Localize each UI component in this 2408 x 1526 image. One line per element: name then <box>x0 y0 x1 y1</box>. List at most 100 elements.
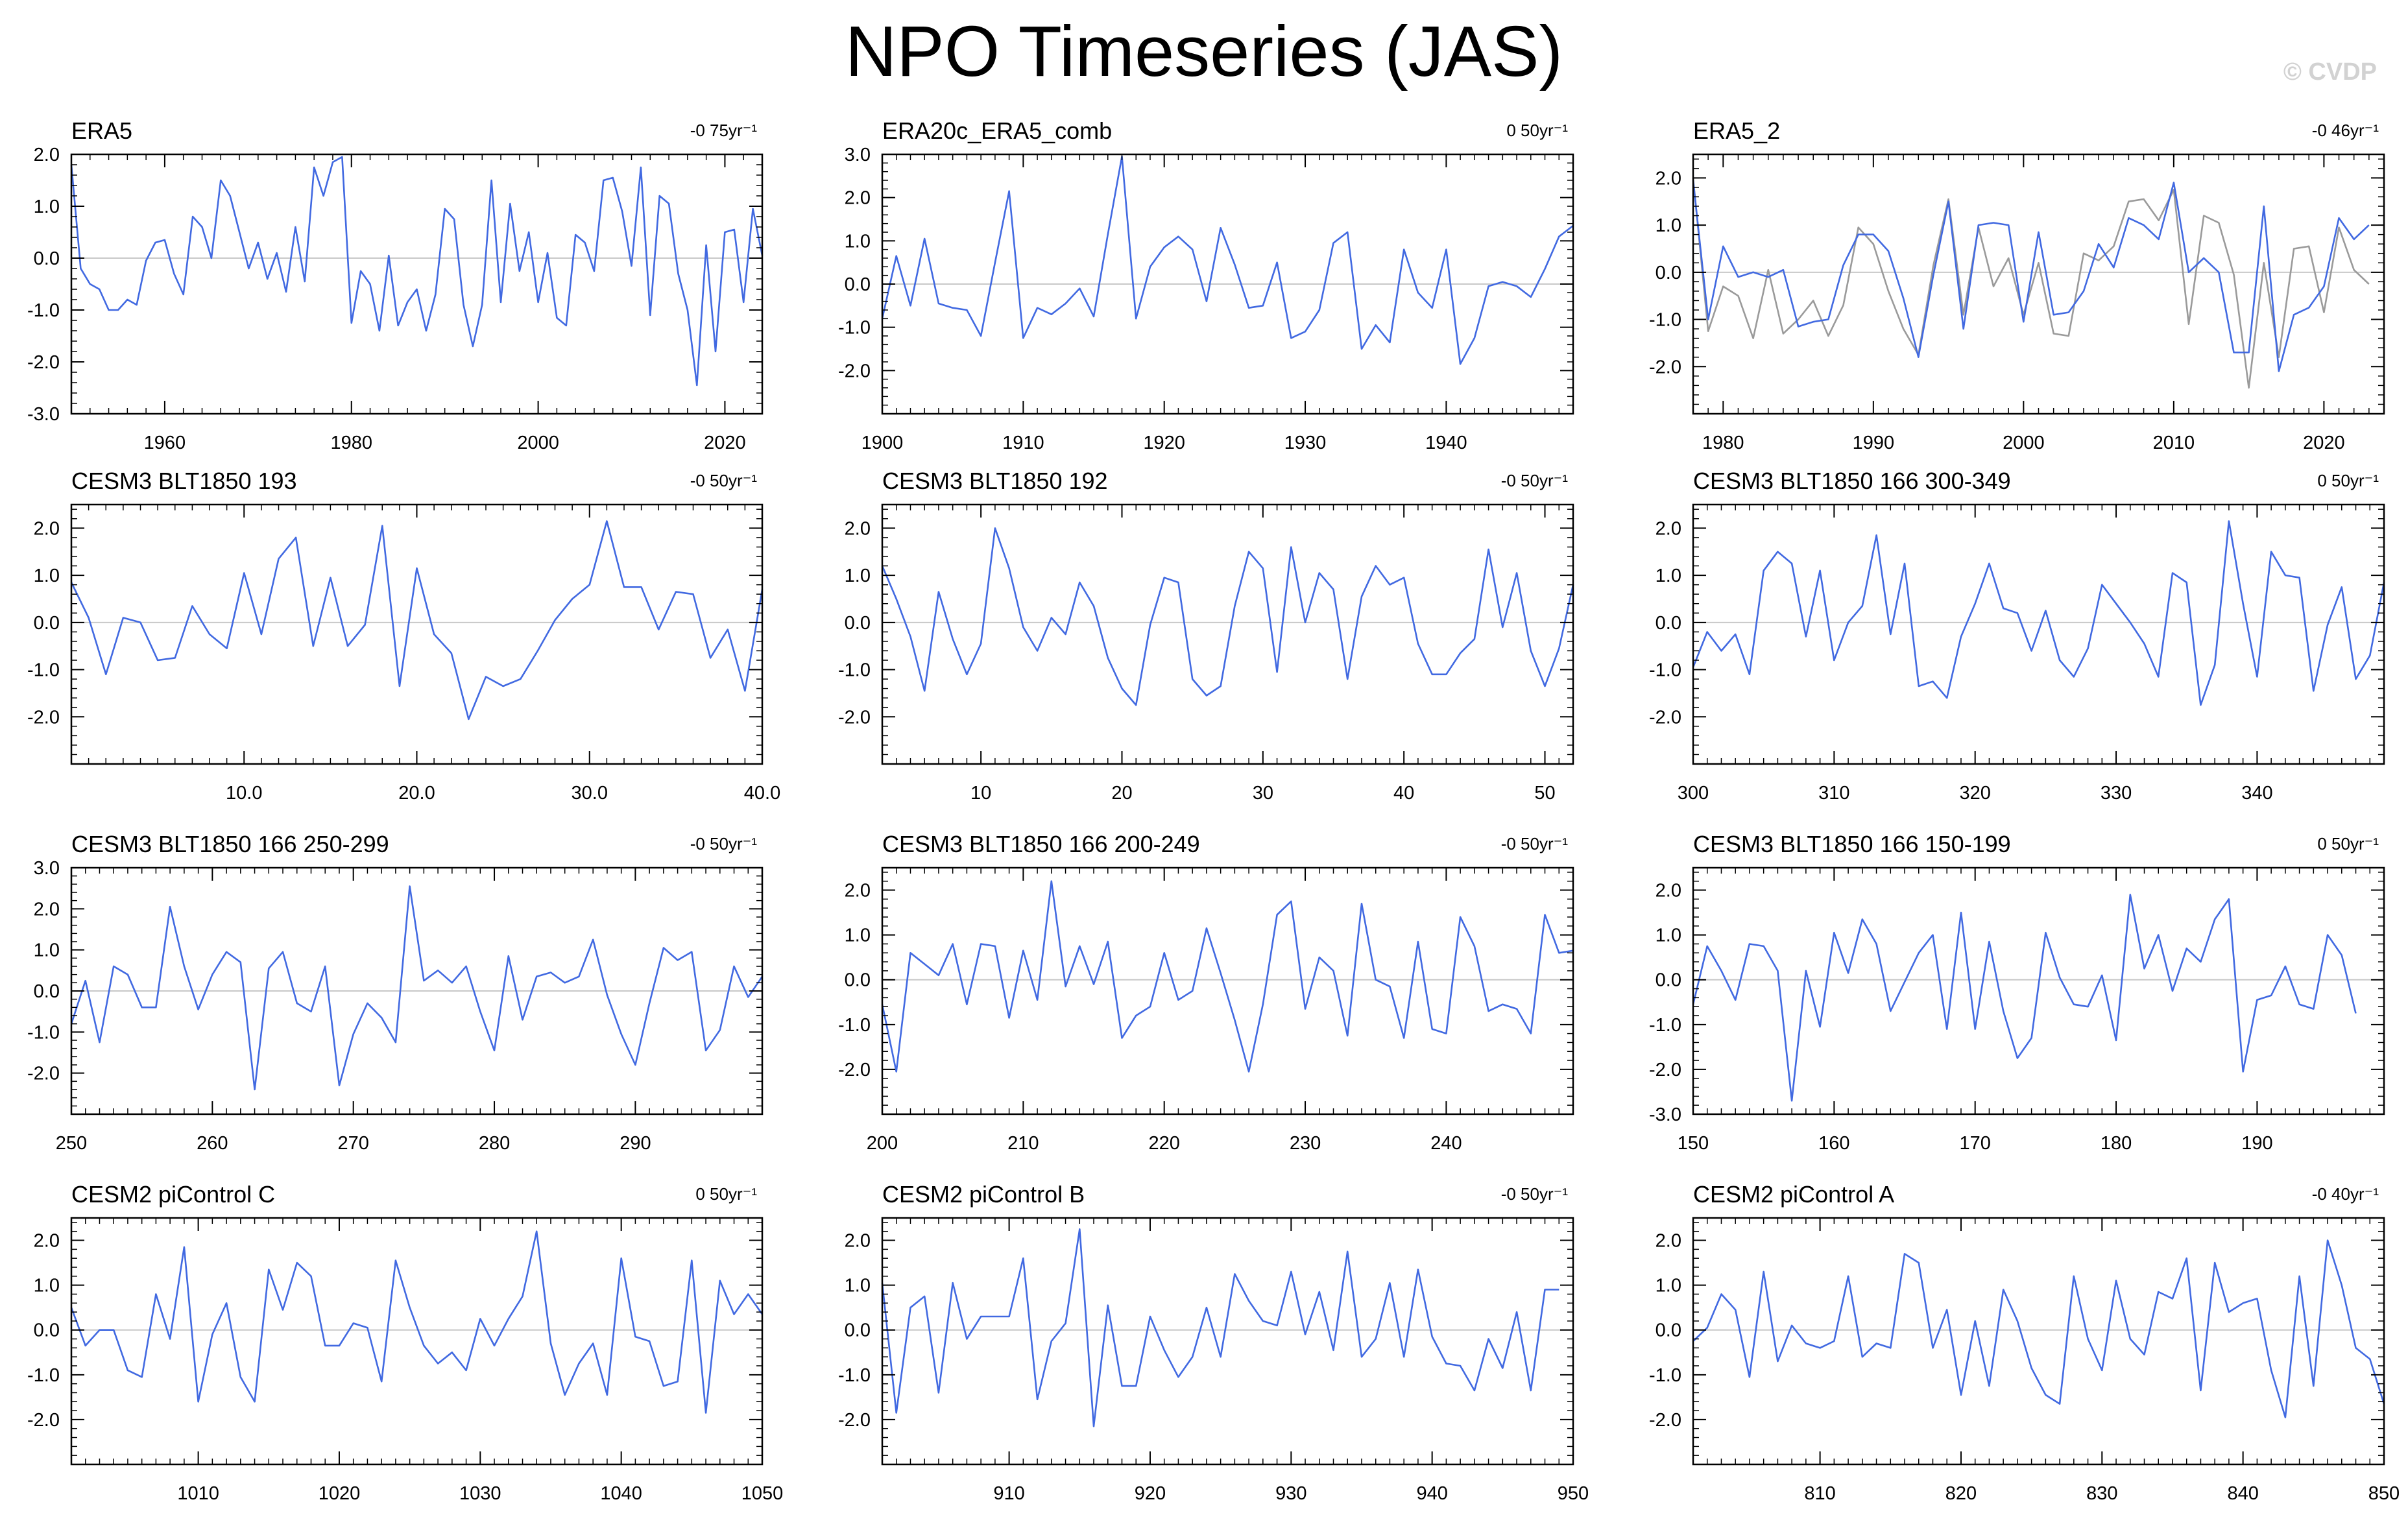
chart-panel-2: ERA20c_ERA5_comb 0 50yr⁻¹ 1900 1910 1920 1930… <box>838 117 1574 453</box>
trend-label: -0 50yr⁻¹ <box>1501 471 1569 490</box>
y-tick-label: -1.0 <box>27 1022 60 1043</box>
y-tick-label: -1.0 <box>1649 1015 1681 1036</box>
chart-panel-9: CESM3 BLT1850 166 150-199 0 50yr⁻¹ 150 160 1… <box>1649 831 2385 1154</box>
y-tick-label: -3.0 <box>27 404 60 425</box>
panel-title: CESM2 piControl B <box>882 1181 1085 1208</box>
y-tick-label: -2.0 <box>1649 1410 1681 1431</box>
x-tick-label: 250 <box>56 1133 87 1154</box>
chart-panel-6: CESM3 BLT1850 166 300-349 0 50yr⁻¹ 300 310 3… <box>1649 468 2385 804</box>
y-tick-label: -2.0 <box>27 352 60 373</box>
data-line <box>881 527 1574 706</box>
trend-label: -0 50yr⁻¹ <box>690 834 758 853</box>
data-line <box>70 520 764 721</box>
y-tick-label: 1.0 <box>845 925 871 946</box>
y-tick-label: -2.0 <box>27 1064 60 1084</box>
y-tick-label: 2.0 <box>34 899 60 920</box>
chart-panel-1: ERA5 -0 75yr⁻¹ 1960 1980 2000 2020 -3.0 -2.0 -1.… <box>27 117 764 453</box>
y-tick-label: 1.0 <box>34 566 60 586</box>
x-tick-label: 2020 <box>2303 433 2345 453</box>
plot-frame <box>1692 866 2385 1115</box>
x-tick-label: 310 <box>1818 783 1849 804</box>
x-tick-label: 10.0 <box>226 783 262 804</box>
x-tick-label: 850 <box>2368 1483 2400 1504</box>
x-tick-label: 10 <box>970 783 991 804</box>
y-tick-label: 2.0 <box>34 1231 60 1252</box>
chart-panel-4: CESM3 BLT1850 193 -0 50yr⁻¹ 10.0 20.0 30.0 40… <box>27 468 780 804</box>
x-tick-label: 210 <box>1007 1133 1039 1154</box>
chart-panel-8: CESM3 BLT1850 166 200-249 -0 50yr⁻¹ 200 210… <box>838 831 1574 1154</box>
plot-frame <box>70 1217 764 1466</box>
y-tick-label: 0.0 <box>34 613 60 634</box>
x-tick-label: 40 <box>1393 783 1414 804</box>
x-tick-label: 1020 <box>319 1483 361 1504</box>
y-tick-label: -1.0 <box>838 660 871 681</box>
y-tick-label: -2.0 <box>27 707 60 728</box>
x-tick-label: 180 <box>2101 1133 2132 1154</box>
x-tick-label: 2000 <box>2003 433 2045 453</box>
data-line <box>881 1228 1559 1427</box>
y-tick-label: 1.0 <box>1655 566 1681 586</box>
y-tick-label: 1.0 <box>34 940 60 961</box>
y-tick-label: 1.0 <box>845 1276 871 1296</box>
x-tick-label: 150 <box>1678 1133 1709 1154</box>
x-tick-label: 190 <box>2241 1133 2272 1154</box>
y-tick-label: 0.0 <box>1655 263 1681 283</box>
plot-frame <box>1692 503 2385 765</box>
x-tick-label: 30 <box>1253 783 1273 804</box>
data-line <box>881 156 1574 365</box>
reference-line <box>1692 178 2370 389</box>
x-tick-label: 1920 <box>1143 433 1185 453</box>
panel-title: ERA5_2 <box>1693 117 1780 144</box>
x-tick-label: 300 <box>1678 783 1709 804</box>
x-tick-label: 2020 <box>704 433 746 453</box>
y-tick-label: 0.0 <box>845 970 871 991</box>
panel-title: CESM3 BLT1850 166 250-299 <box>71 831 389 857</box>
plot-frame <box>881 866 1574 1115</box>
y-tick-label: -1.0 <box>1649 310 1681 331</box>
x-tick-label: 240 <box>1430 1133 1462 1154</box>
data-line <box>1692 520 2385 706</box>
x-tick-label: 20.0 <box>398 783 435 804</box>
main-title: NPO Timeseries (JAS) <box>845 12 1563 91</box>
y-tick-label: 0.0 <box>34 981 60 1002</box>
y-tick-label: -1.0 <box>1649 660 1681 681</box>
data-line <box>881 880 1574 1073</box>
x-tick-label: 160 <box>1818 1133 1849 1154</box>
x-tick-label: 1960 <box>144 433 186 453</box>
x-tick-label: 200 <box>867 1133 898 1154</box>
x-tick-label: 290 <box>620 1133 651 1154</box>
y-tick-label: 0.0 <box>34 248 60 269</box>
x-tick-label: 320 <box>1959 783 1990 804</box>
y-tick-label: -2.0 <box>838 361 871 381</box>
y-tick-label: -2.0 <box>1649 1060 1681 1080</box>
y-tick-label: -2.0 <box>27 1410 60 1431</box>
data-line <box>70 156 764 387</box>
plot-frame <box>70 153 764 415</box>
x-tick-label: 830 <box>2086 1483 2117 1504</box>
chart-panel-7: CESM3 BLT1850 166 250-299 -0 50yr⁻¹ 250 260… <box>27 831 764 1154</box>
x-tick-label: 1910 <box>1002 433 1044 453</box>
panel-title: CESM2 piControl C <box>71 1181 275 1208</box>
x-tick-label: 1010 <box>177 1483 219 1504</box>
y-tick-label: 2.0 <box>1655 168 1681 189</box>
x-tick-label: 50 <box>1534 783 1555 804</box>
x-tick-label: 30.0 <box>572 783 608 804</box>
y-tick-label: -1.0 <box>838 318 871 339</box>
y-tick-label: 3.0 <box>845 145 871 165</box>
x-tick-label: 910 <box>993 1483 1024 1504</box>
plot-frame <box>70 503 764 765</box>
x-tick-label: 1980 <box>330 433 372 453</box>
x-tick-label: 1930 <box>1284 433 1327 453</box>
y-tick-label: -2.0 <box>838 707 871 728</box>
y-tick-label: 2.0 <box>34 145 60 165</box>
panel-title: CESM3 BLT1850 166 200-249 <box>882 831 1200 857</box>
trend-label: -0 50yr⁻¹ <box>1501 834 1569 853</box>
y-tick-label: 2.0 <box>845 881 871 901</box>
x-tick-label: 950 <box>1558 1483 1589 1504</box>
x-tick-label: 1980 <box>1702 433 1744 453</box>
y-tick-label: 3.0 <box>34 858 60 879</box>
trend-label: -0 40yr⁻¹ <box>2312 1184 2379 1204</box>
x-tick-label: 2010 <box>2153 433 2195 453</box>
x-tick-label: 2000 <box>517 433 559 453</box>
